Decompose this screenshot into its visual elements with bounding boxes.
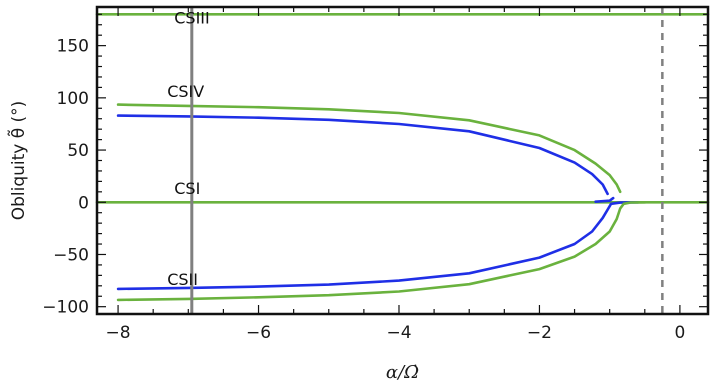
series-line-6 bbox=[116, 201, 640, 291]
y-tick-label: 0 bbox=[78, 193, 89, 213]
y-tick-label: 150 bbox=[57, 37, 89, 57]
x-tick-label: −8 bbox=[106, 323, 131, 343]
series-line-3 bbox=[116, 114, 609, 196]
vertical-lines-layer bbox=[190, 7, 664, 314]
x-tick-label: −4 bbox=[386, 323, 411, 343]
x-tick-label: 0 bbox=[674, 323, 685, 343]
plot-frame bbox=[95, 5, 710, 316]
annotation-layer: CSIII CSIV CSI CSII bbox=[167, 9, 210, 289]
annotation-csiii: CSIII bbox=[174, 9, 209, 28]
x-tick-label: −6 bbox=[246, 323, 271, 343]
annotation-csi: CSI bbox=[174, 179, 200, 198]
x-axis-title: α/Ω̇ bbox=[386, 362, 419, 383]
annotation-csii: CSII bbox=[167, 270, 198, 289]
x-tick-label: −2 bbox=[527, 323, 552, 343]
ticks-layer: −8 −6 −4 −2 0 −100 −50 0 50 100 150 bbox=[42, 7, 708, 343]
series-line-2 bbox=[116, 103, 622, 194]
series-layer bbox=[95, 13, 710, 302]
annotation-csiv: CSIV bbox=[167, 82, 204, 101]
series-line-5 bbox=[594, 196, 615, 203]
y-tick-label: −100 bbox=[42, 298, 89, 318]
y-tick-label: −50 bbox=[53, 245, 89, 265]
y-axis-title: Obliquity θ̃ (°) bbox=[7, 101, 29, 221]
series-line-7 bbox=[116, 201, 647, 302]
y-tick-label: 100 bbox=[57, 89, 89, 109]
y-tick-label: 50 bbox=[67, 141, 89, 161]
